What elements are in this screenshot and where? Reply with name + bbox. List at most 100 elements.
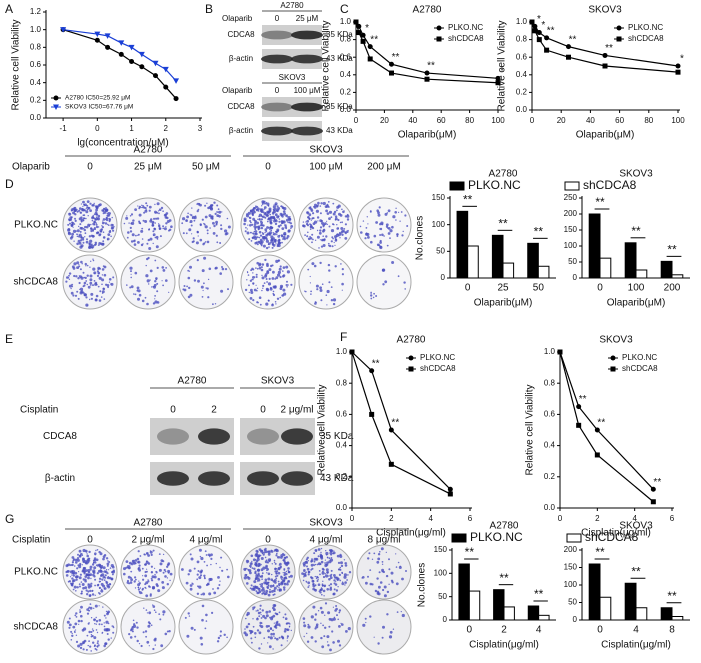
y-tick-label: 1.0: [336, 347, 348, 356]
protein-label: β-actin: [229, 126, 253, 135]
significance-label: **: [579, 394, 587, 405]
colony: [133, 243, 137, 246]
colony: [105, 610, 108, 613]
blot-band: [261, 30, 293, 40]
chart-title: A2780: [397, 335, 426, 346]
colony: [101, 290, 105, 294]
colony: [262, 614, 266, 618]
colony: [265, 610, 269, 614]
colony: [107, 212, 110, 214]
colony: [105, 617, 107, 619]
colony: [339, 553, 342, 557]
colony: [204, 550, 207, 553]
colony: [321, 567, 325, 571]
colony: [326, 588, 330, 591]
x-axis-label: lg(concentration/μM): [77, 138, 168, 149]
colony: [95, 623, 98, 625]
colony: [330, 576, 333, 579]
x-tick-label: -1: [60, 124, 68, 133]
colony: [401, 613, 405, 618]
colony: [273, 609, 275, 611]
chart-title: SKOV3: [619, 169, 653, 180]
colony: [199, 223, 202, 227]
y-tick-label: 0.6: [30, 60, 42, 69]
colony: [257, 565, 260, 568]
colony: [319, 606, 323, 610]
colony: [208, 214, 212, 218]
colony: [286, 635, 289, 638]
colony: [261, 276, 265, 280]
colony: [141, 238, 144, 240]
y-tick-label: 250: [564, 193, 578, 202]
colony: [269, 286, 272, 290]
marker: [650, 486, 656, 492]
colony: [88, 242, 91, 245]
y-tick-label: 0.2: [30, 95, 42, 104]
colony: [344, 223, 347, 226]
colony: [73, 240, 75, 242]
colony: [95, 616, 97, 619]
marker: [360, 38, 366, 44]
colony: [381, 570, 384, 573]
dose-label: 0: [260, 405, 266, 416]
colony: [106, 576, 110, 580]
colony: [332, 592, 336, 596]
colony: [276, 228, 280, 232]
legend-marker: [436, 36, 442, 42]
colony: [322, 580, 324, 582]
colony: [133, 623, 136, 626]
colony: [328, 625, 331, 628]
colony: [377, 592, 381, 596]
colony: [321, 221, 324, 225]
colony: [265, 302, 269, 306]
colony: [80, 203, 82, 205]
colony: [324, 562, 326, 564]
colony: [155, 235, 159, 239]
significance-label: **: [534, 587, 544, 601]
colony: [340, 622, 342, 625]
colony: [367, 557, 370, 560]
colony: [71, 582, 74, 585]
colony: [224, 229, 228, 233]
colony: [274, 624, 277, 627]
colony: [98, 592, 100, 594]
colony: [150, 553, 153, 557]
legend-label: PLKO.NC: [468, 178, 521, 192]
colony: [303, 576, 305, 578]
bar: [527, 242, 539, 279]
colony: [137, 566, 141, 570]
marker: [153, 73, 159, 79]
colony: [272, 292, 275, 295]
colony: [93, 575, 96, 578]
x-tick-label: 2: [164, 124, 169, 133]
colony: [70, 291, 74, 295]
colony: [108, 220, 111, 223]
colony: [93, 220, 96, 224]
colony: [330, 286, 333, 288]
colony: [321, 571, 325, 575]
colony: [85, 648, 88, 651]
colony: [69, 570, 74, 574]
colony: [224, 268, 228, 271]
colony: [80, 581, 83, 583]
colony: [286, 286, 288, 288]
colony: [86, 304, 88, 306]
colony: [197, 279, 200, 283]
colony: [276, 233, 278, 236]
colony: [76, 229, 80, 233]
colony: [266, 572, 268, 574]
colony: [160, 206, 164, 210]
colony: [272, 208, 275, 211]
colony: [189, 265, 192, 269]
colony: [261, 582, 264, 586]
colony: [381, 268, 385, 272]
colony: [376, 560, 380, 564]
colony: [273, 559, 276, 562]
colony: [208, 581, 210, 583]
colony: [396, 611, 399, 613]
colony: [329, 551, 333, 555]
colony: [333, 579, 336, 582]
colony: [272, 237, 275, 240]
colony: [71, 574, 73, 576]
protein-label: β-actin: [45, 473, 75, 484]
